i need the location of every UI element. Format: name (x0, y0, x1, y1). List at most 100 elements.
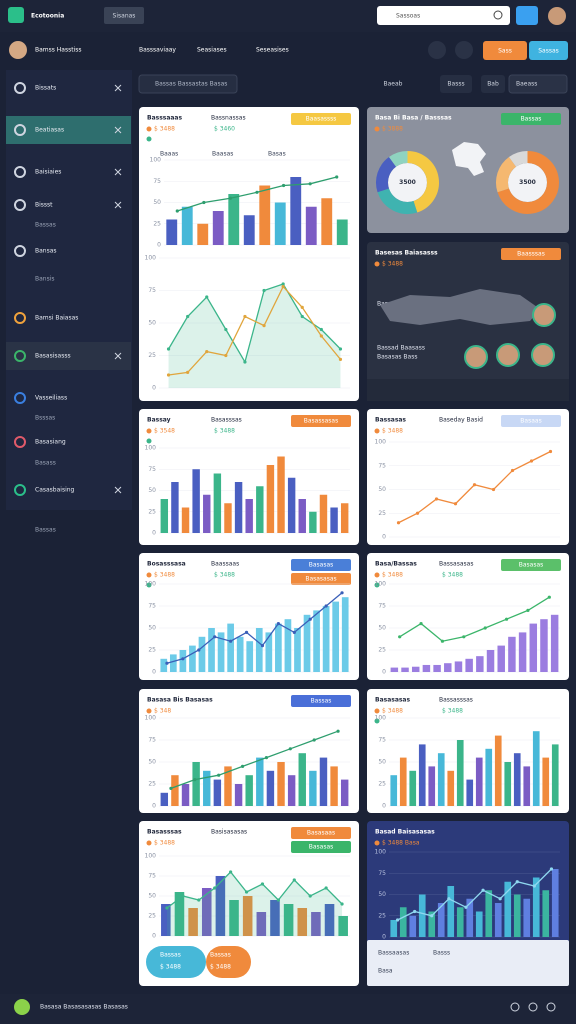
sidebar-item[interactable]: Basasiang (35, 439, 66, 446)
card-button[interactable] (291, 113, 351, 125)
card-button[interactable] (291, 841, 351, 853)
sidebar-item[interactable]: Bassas (35, 222, 56, 229)
bar (192, 762, 200, 806)
line-point (276, 898, 280, 902)
sidebar-item[interactable]: Bassas (35, 527, 56, 534)
sidebar-item[interactable]: Vasseiliass (35, 395, 67, 402)
card-button[interactable] (501, 415, 561, 427)
bar (265, 632, 273, 672)
footer-icon[interactable] (528, 1002, 538, 1012)
header-icon[interactable] (455, 41, 473, 59)
sidebar-item[interactable]: Bamsi Baiasas (35, 315, 78, 322)
card-button[interactable] (501, 559, 561, 571)
bar (213, 473, 222, 533)
dropdown[interactable] (508, 74, 568, 94)
y-tick-label: 50 (378, 891, 386, 898)
bar (454, 661, 463, 672)
close-icon[interactable] (114, 486, 122, 494)
search-box[interactable] (377, 6, 510, 25)
bar (532, 877, 540, 937)
y-tick-label: 0 (152, 803, 156, 810)
nav-link[interactable]: Seasiases (197, 47, 227, 54)
close-icon[interactable] (114, 201, 122, 209)
sidebar-item[interactable]: Basass (35, 460, 56, 467)
bar (287, 477, 296, 533)
nav-link[interactable]: Basssaviaay (139, 47, 176, 54)
card-button[interactable] (291, 415, 351, 427)
close-icon[interactable] (114, 126, 122, 134)
line-point (529, 459, 534, 463)
y-tick-label: 25 (148, 913, 156, 920)
y-tick-label: 50 (378, 625, 386, 632)
line-point (243, 314, 247, 319)
line (397, 868, 552, 921)
card-button[interactable] (291, 695, 351, 707)
card-note: Baasas (212, 151, 233, 158)
header-icon[interactable] (428, 41, 446, 59)
bar (476, 656, 484, 672)
bar (270, 900, 280, 936)
action-button[interactable] (529, 41, 568, 60)
bar (399, 757, 407, 806)
bar (486, 650, 495, 672)
nav-link[interactable]: Seseasises (256, 47, 289, 54)
bar (192, 469, 200, 533)
card-subtitle: Bassasasas (439, 561, 473, 568)
sidebar-item[interactable]: Baisiaies (35, 169, 61, 176)
line (166, 592, 343, 664)
card-footer-bar (367, 379, 569, 401)
sidebar-item[interactable]: Basasisasss (35, 353, 71, 360)
bar (542, 890, 550, 937)
top-avatar[interactable] (548, 7, 566, 25)
action-button[interactable] (483, 41, 527, 60)
card-button[interactable] (501, 113, 561, 125)
bar (447, 886, 455, 937)
bar (324, 904, 335, 936)
line-point (229, 639, 233, 643)
footer-icon[interactable] (510, 1002, 520, 1012)
bar (319, 757, 328, 806)
bar (309, 770, 317, 806)
bar (540, 619, 548, 672)
line-point (175, 209, 179, 213)
header-button[interactable] (104, 7, 144, 24)
line-point (481, 888, 485, 892)
sidebar-item[interactable]: Bissats (35, 85, 56, 92)
y-tick-label: 25 (378, 781, 386, 788)
card-button-label: Basasas (519, 562, 544, 569)
close-icon[interactable] (114, 352, 122, 360)
sidebar-item[interactable]: Beatiasas (35, 127, 64, 134)
card-button[interactable] (501, 248, 561, 260)
line-point (165, 906, 169, 910)
notify-button[interactable] (516, 6, 538, 25)
filter-chip-label: Bab (487, 81, 499, 88)
bar (550, 614, 559, 672)
pill[interactable] (206, 946, 251, 978)
card-subtitle: Bassnassas (211, 115, 246, 122)
sidebar-item[interactable]: Bissst (35, 202, 53, 209)
line-point (453, 502, 458, 506)
pill[interactable] (146, 946, 206, 978)
bar (409, 770, 417, 806)
footer-icon[interactable] (546, 1002, 556, 1012)
sidebar-item[interactable]: Bansas (35, 248, 57, 255)
sidebar-item[interactable]: Bsssas (35, 415, 55, 422)
filter-chip[interactable] (440, 75, 472, 93)
filter-search[interactable] (138, 74, 238, 94)
card-button-label: Bassas (521, 116, 542, 123)
card-button[interactable] (291, 573, 351, 585)
close-icon[interactable] (114, 168, 122, 176)
bar (215, 876, 226, 936)
bar (256, 757, 264, 806)
filter-chip[interactable] (481, 75, 505, 93)
close-icon[interactable] (114, 84, 122, 92)
bar (319, 494, 328, 533)
card-button[interactable] (291, 559, 351, 571)
line-point (165, 661, 169, 665)
bar (508, 636, 516, 672)
card-button[interactable] (291, 827, 351, 839)
bar (236, 636, 244, 672)
bar (203, 494, 211, 533)
sidebar-item[interactable]: Casasbaising (35, 487, 75, 494)
sidebar-item[interactable]: Bansis (35, 276, 55, 283)
